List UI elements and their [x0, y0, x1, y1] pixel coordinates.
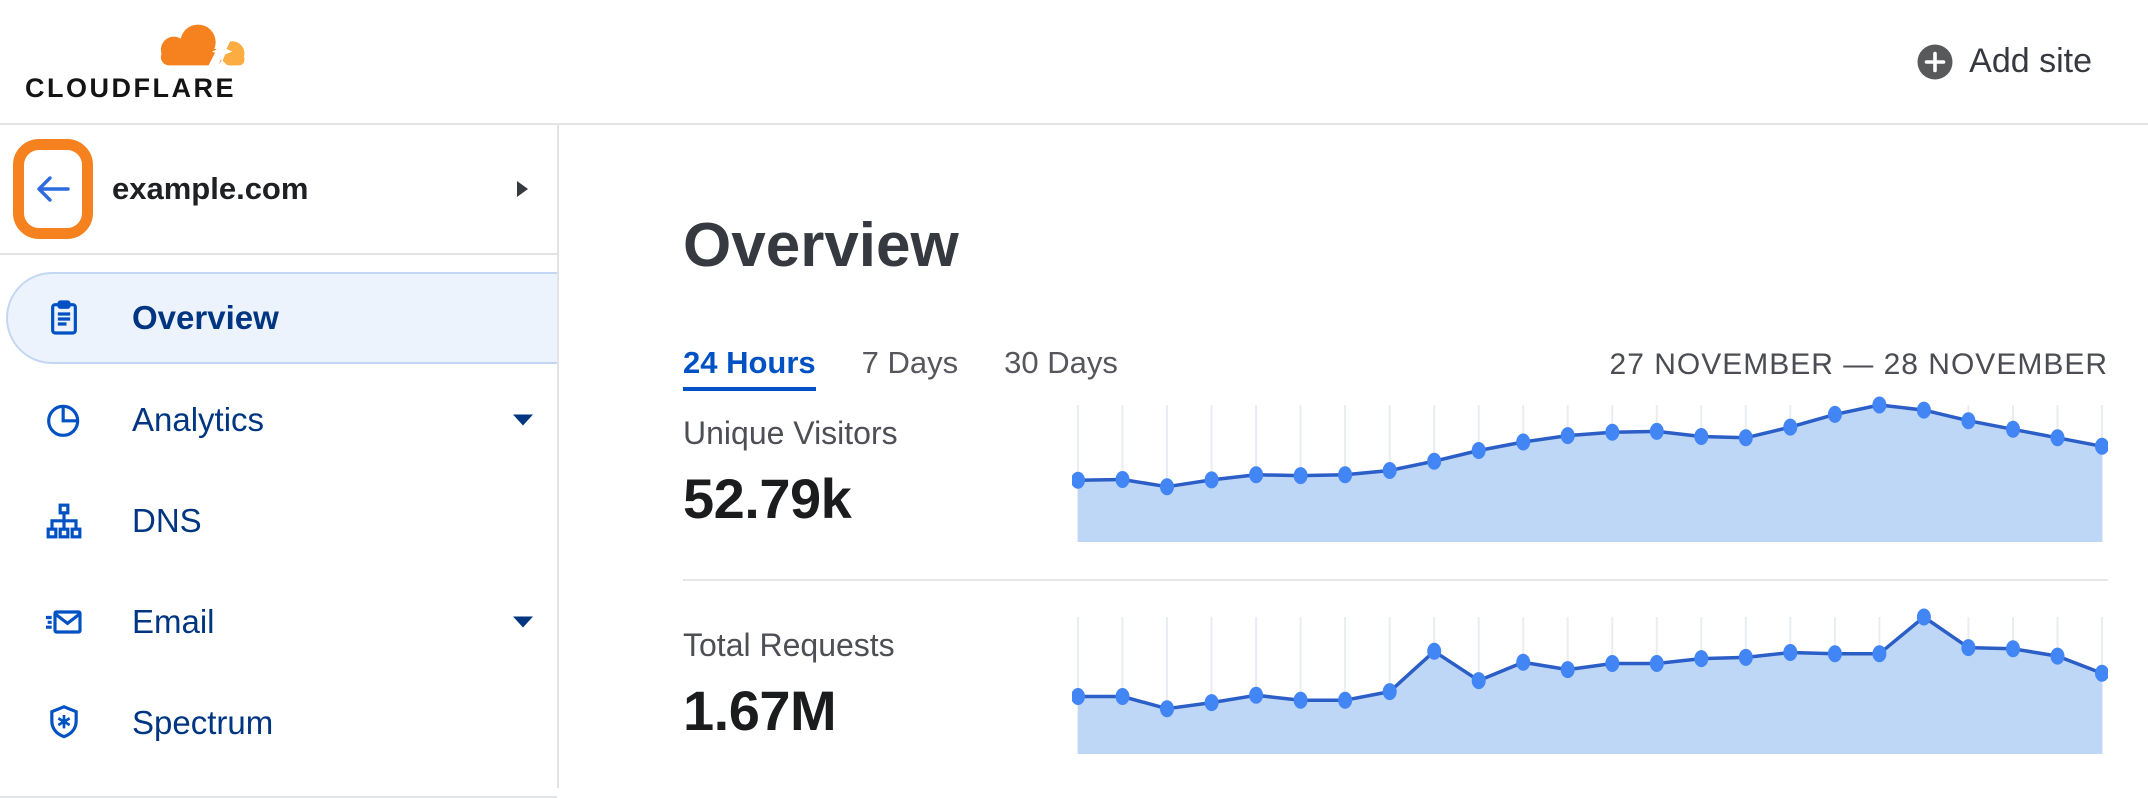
metric-row-unique-visitors: Unique Visitors 52.79k [683, 391, 2108, 543]
annotation-highlight [13, 139, 93, 239]
page-title: Overview [683, 211, 959, 280]
metric-label: Unique Visitors [683, 415, 898, 451]
tab-7-days[interactable]: 7 Days [862, 345, 958, 391]
metric-row-total-requests: Total Requests 1.67M [683, 579, 2108, 755]
metric-info: Total Requests 1.67M [683, 603, 1072, 755]
sidebar-nav: Overview Analytics [0, 255, 557, 798]
main-content: Overview 24 Hours 7 Days 30 Days 27 NOVE… [559, 125, 2148, 788]
shield-asterisk-icon [50, 705, 78, 739]
email-icon [46, 610, 82, 634]
time-range-tabs: 24 Hours 7 Days 30 Days 27 NOVEMBER — 28… [683, 345, 2108, 391]
sidebar-item-label: Analytics [132, 401, 265, 438]
sidebar-item-label: Email [132, 603, 215, 640]
metric-value: 1.67M [683, 679, 837, 742]
sidebar-item-label: Overview [132, 299, 279, 336]
metric-label: Total Requests [683, 627, 895, 663]
sidebar-item-analytics[interactable]: Analytics [6, 392, 557, 448]
tab-24-hours[interactable]: 24 Hours [683, 345, 816, 391]
caret-down-icon [513, 414, 533, 426]
site-name: example.com [112, 171, 309, 206]
chart-box [1072, 391, 2108, 543]
sidebar-item-dns[interactable]: DNS [6, 493, 557, 549]
back-arrow-icon [37, 176, 70, 202]
metric-value: 52.79k [683, 467, 852, 530]
date-range: 27 NOVEMBER — 28 NOVEMBER [1609, 348, 2108, 381]
cloudflare-wordmark: CLOUDFLARE [25, 73, 236, 103]
chart-box [1072, 603, 2108, 755]
sidebar-item-spectrum[interactable]: Spectrum [6, 695, 557, 751]
dns-tree-icon [46, 503, 82, 539]
clipboard-icon [51, 300, 77, 335]
cloudflare-cloud-icon [160, 24, 245, 71]
add-site-label: Add site [1969, 42, 2092, 80]
site-expand-button[interactable] [516, 180, 529, 198]
plus-circle-icon [1917, 44, 1953, 79]
site-header: example.com [0, 125, 557, 255]
add-site-button[interactable]: Add site [1916, 42, 2092, 81]
sidebar-item-email[interactable]: Email [6, 594, 557, 650]
sidebar: example.com Overview [0, 125, 559, 798]
metric-info: Unique Visitors 52.79k [683, 391, 1072, 543]
pie-chart-icon [47, 404, 80, 437]
unique-visitors-chart[interactable] [1072, 391, 2108, 543]
back-button[interactable] [31, 169, 75, 209]
metrics: Unique Visitors 52.79k Total Requests 1.… [683, 391, 2108, 755]
sidebar-item-label: DNS [132, 502, 202, 539]
sidebar-item-label: Spectrum [132, 704, 274, 741]
cloudflare-logo: CLOUDFLARE [25, 19, 260, 104]
triangle-right-icon [517, 181, 528, 197]
total-requests-chart[interactable] [1072, 603, 2108, 755]
top-bar: CLOUDFLARE Add site [0, 0, 2148, 125]
tab-30-days[interactable]: 30 Days [1004, 345, 1118, 391]
sidebar-item-overview[interactable]: Overview [6, 272, 557, 364]
caret-down-icon [513, 616, 533, 628]
